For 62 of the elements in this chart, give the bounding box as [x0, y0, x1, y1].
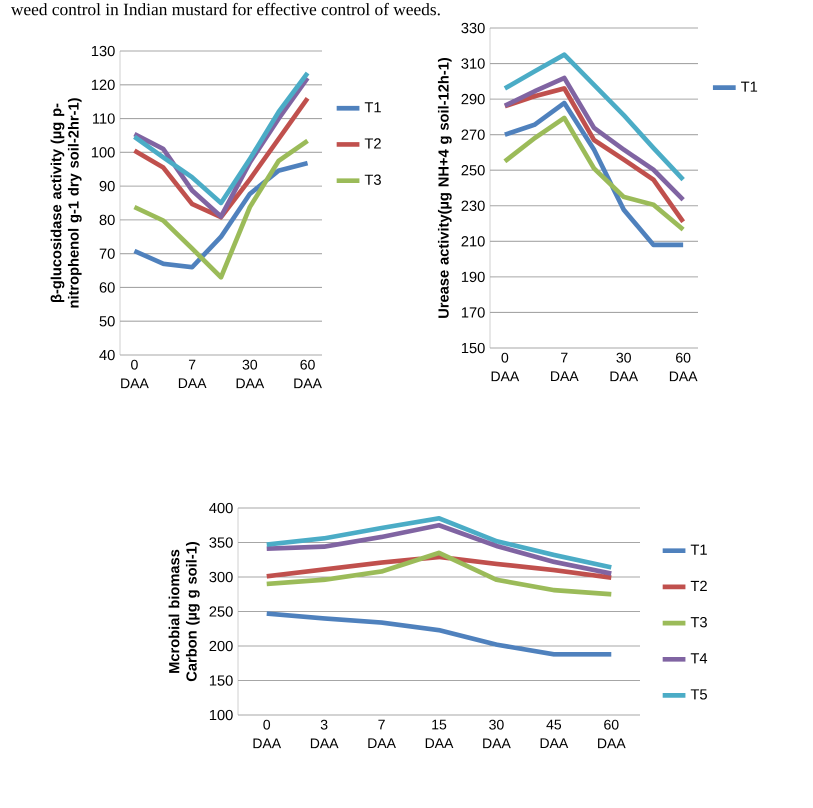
x-tick-label: 7 DAA — [368, 720, 396, 748]
x-tick-label: 60 DAA — [670, 352, 698, 382]
legend-label: T3 — [690, 617, 707, 628]
x-tick-label: 7 DAA — [551, 352, 579, 382]
y-tick-label: 170 — [462, 307, 485, 318]
y-tick-label: 250 — [210, 606, 233, 617]
legend-label: T2 — [690, 580, 707, 591]
legend-label: T2 — [364, 138, 381, 149]
y-tick-label: 60 — [100, 282, 115, 293]
y-tick-label: 110 — [93, 113, 115, 124]
legend-label: T5 — [690, 689, 707, 700]
text: weed control in Indian mustard for effective control of weeds. — [10, 2, 440, 16]
x-tick-label: 3 DAA — [310, 720, 339, 748]
y-tick-label: 350 — [209, 537, 233, 548]
y-tick-label: 210 — [462, 236, 485, 247]
y-tick-label: 130 — [92, 46, 115, 56]
x-tick-label: 0 DAA — [121, 360, 149, 388]
y-tick-label: 40 — [99, 350, 115, 360]
y-tick-label: 50 — [100, 316, 115, 326]
line-series — [502, 76, 686, 202]
legend-label: T1 — [741, 82, 758, 92]
y-axis-title: β-glucosidase activity (µg p-nitrophenol g-1 dry soil-2hr-1) — [50, 98, 82, 308]
y-tick-label: 80 — [100, 214, 115, 226]
y-tick-label: 70 — [100, 248, 115, 259]
y-tick-label: 150 — [210, 675, 233, 686]
y-tick-label: 230 — [462, 200, 485, 211]
y-tick-label: 330 — [461, 22, 485, 34]
legend-label: T4 — [690, 653, 708, 664]
y-tick-label: 300 — [209, 572, 233, 582]
y-tick-label: 120 — [92, 80, 115, 90]
y-tick-label: 100 — [210, 710, 233, 720]
y-tick-label: 270 — [462, 129, 485, 140]
x-tick-label: 0 DAA — [253, 720, 282, 748]
y-axis-title: Mcrobial biomass Carbon (µg g soil-1) — [168, 542, 200, 682]
line-series — [132, 160, 310, 270]
y-tick-label: 290 — [462, 94, 485, 104]
y-tick-label: 190 — [462, 272, 485, 282]
legend-label: T1 — [690, 544, 707, 555]
x-tick-label: 30 DAA — [236, 360, 264, 388]
x-tick-label: 30 DAA — [610, 352, 638, 382]
line-series — [502, 100, 686, 248]
y-tick-label: 100 — [92, 147, 115, 158]
x-tick-label: 60 DAA — [598, 720, 626, 748]
line-series — [264, 516, 614, 570]
legend-label: T1 — [364, 102, 381, 112]
y-tick-label: 400 — [209, 502, 233, 514]
line-series — [502, 116, 686, 232]
y-tick-label: 90 — [100, 180, 115, 192]
y-tick-label: 310 — [461, 58, 485, 69]
legend-label: T3 — [364, 174, 381, 185]
x-tick-label: 7 DAA — [178, 360, 206, 388]
y-tick-label: 200 — [210, 640, 233, 652]
y-tick-label: 150 — [462, 342, 485, 354]
x-tick-label: 15 DAA — [426, 720, 454, 748]
line-series — [502, 86, 686, 224]
y-tick-label: 250 — [462, 165, 485, 176]
y-axis-title: Urease activity(µg NH+4 g soil-12h-1) — [438, 58, 452, 318]
line-series — [132, 138, 310, 280]
x-tick-label: 30 DAA — [483, 720, 511, 748]
x-tick-label: 0 DAA — [492, 352, 520, 382]
x-tick-label: 45 DAA — [540, 720, 568, 748]
x-tick-label: 60 DAA — [294, 360, 322, 388]
